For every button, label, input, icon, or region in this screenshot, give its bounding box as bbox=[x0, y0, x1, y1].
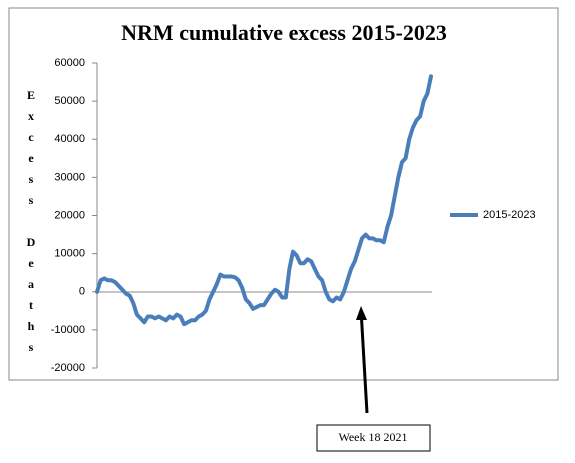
y-axis-label: Excess Deaths bbox=[24, 88, 38, 361]
annotation-box bbox=[316, 424, 431, 452]
y-tick-label: 50000 bbox=[54, 95, 85, 107]
annotation-text: Week 18 2021 bbox=[338, 430, 407, 444]
y-tick-label: 0 bbox=[79, 286, 85, 298]
annotation-arrow bbox=[360, 317, 369, 414]
y-tick-label: 20000 bbox=[54, 209, 85, 221]
chart-border bbox=[8, 7, 559, 381]
y-tick-label: 60000 bbox=[54, 57, 85, 69]
y-tick-label: 40000 bbox=[54, 133, 85, 145]
y-tick-label: 10000 bbox=[54, 248, 85, 260]
arrow-head bbox=[356, 306, 367, 320]
series-line bbox=[95, 74, 433, 327]
y-tick-label: -10000 bbox=[51, 324, 85, 336]
y-tick-label: 30000 bbox=[54, 171, 85, 183]
chart-title: NRM cumulative excess 2015-2023 bbox=[121, 20, 447, 45]
y-tick-label: -20000 bbox=[51, 362, 85, 374]
legend-label: 2015-2023 bbox=[483, 209, 536, 221]
